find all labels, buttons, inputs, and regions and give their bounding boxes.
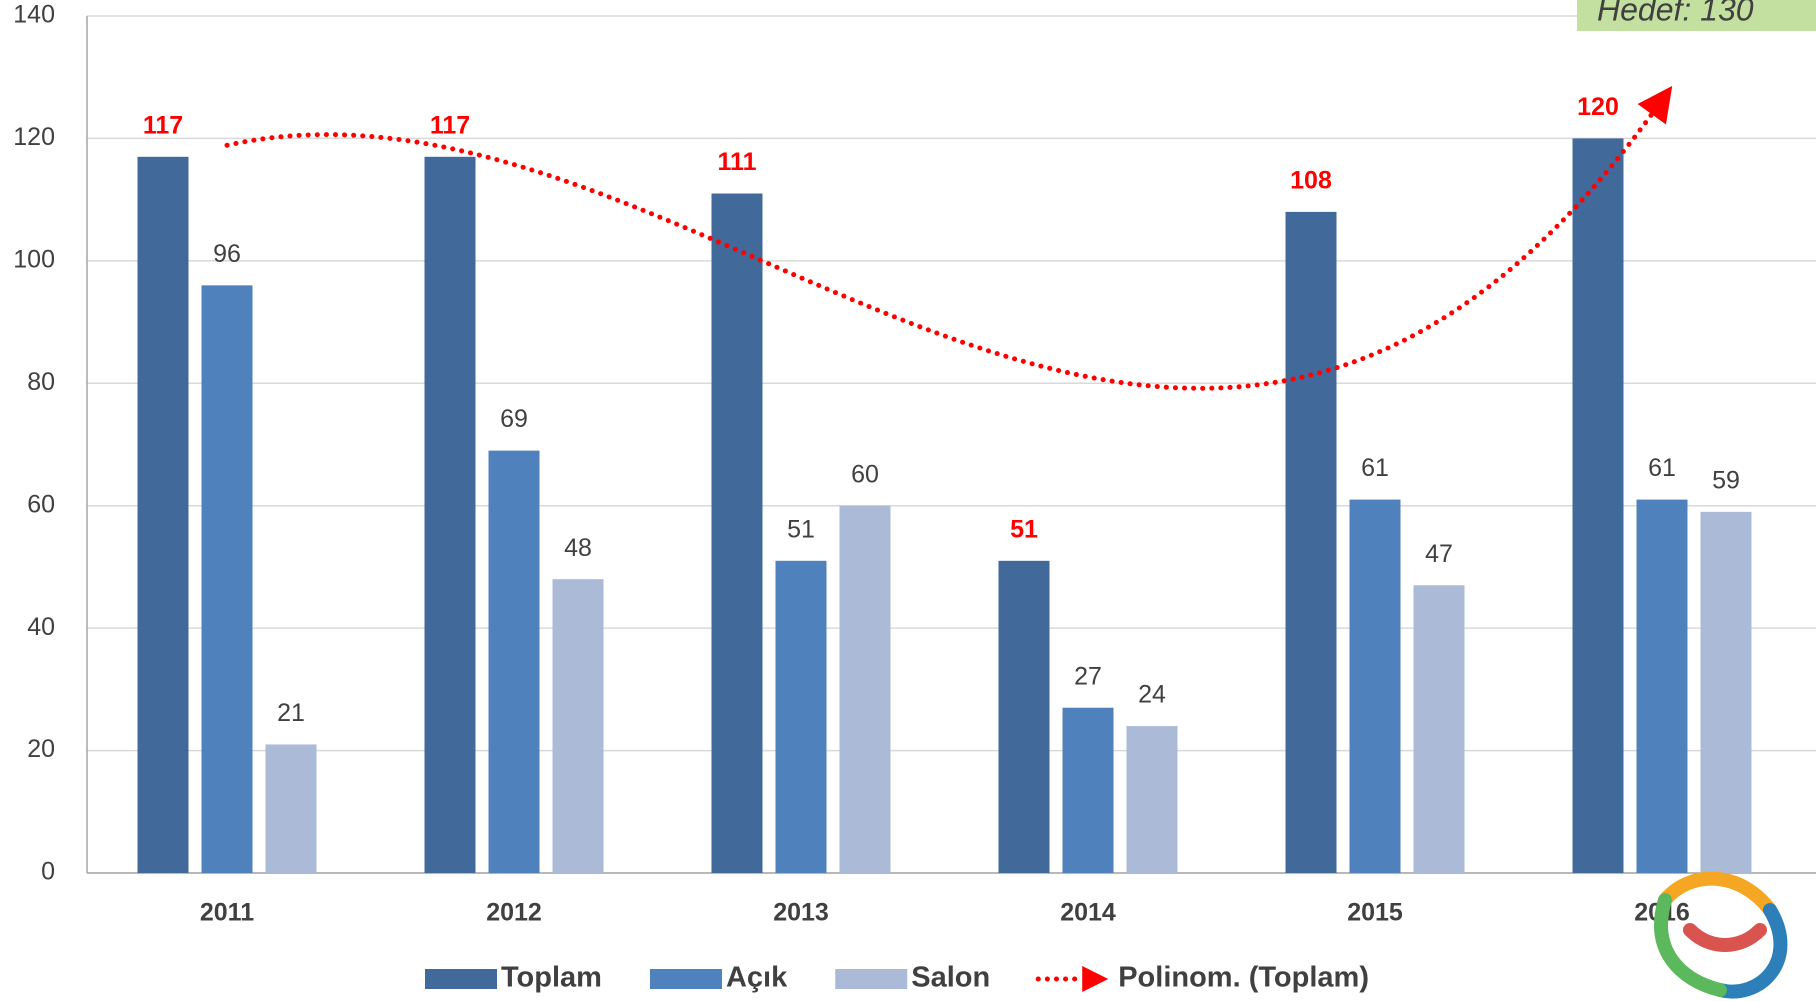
y-tick-label: 0 [41, 858, 55, 886]
data-label: 111 [718, 148, 757, 176]
bar [488, 450, 540, 873]
legend-swatch [649, 969, 722, 989]
data-label: 27 [1074, 662, 1102, 690]
y-tick-label: 140 [13, 1, 55, 29]
bar [424, 156, 476, 874]
x-tick-label: 2013 [773, 899, 829, 927]
y-tick-label: 120 [13, 123, 55, 151]
y-tick-label: 20 [27, 735, 55, 763]
data-label: 21 [277, 699, 305, 727]
annotation-box [1577, 0, 1816, 31]
x-tick-label: 2012 [486, 899, 542, 927]
legend-label: Toplam [501, 962, 602, 994]
data-label: 51 [787, 515, 815, 543]
data-label: 96 [213, 240, 241, 268]
trendline [224, 85, 1673, 391]
legend-label: Açık [726, 962, 788, 994]
data-label: 69 [500, 405, 528, 433]
data-label: 117 [143, 111, 183, 139]
bar [265, 744, 317, 873]
data-label: 59 [1712, 466, 1740, 494]
y-tick-label: 40 [27, 613, 55, 641]
bar [1285, 211, 1337, 873]
annotation: Hedef: 130 [1597, 0, 1754, 27]
bar [1413, 585, 1465, 873]
data-label: 60 [851, 460, 879, 488]
x-tick-label: 2011 [200, 899, 254, 927]
data-label: 61 [1361, 454, 1389, 482]
legend-swatch [835, 969, 908, 989]
data-label: 108 [1290, 166, 1332, 194]
data-label: 24 [1138, 681, 1166, 709]
bar [1636, 499, 1688, 873]
bar [1126, 726, 1178, 873]
y-tick-label: 100 [13, 245, 55, 273]
x-tick-label: 2014 [1060, 899, 1116, 927]
bar [839, 505, 891, 873]
x-tick-label: 2015 [1347, 899, 1403, 927]
data-label: 117 [430, 111, 470, 139]
data-label: 51 [1010, 515, 1038, 543]
data-label: 47 [1425, 540, 1453, 568]
data-label: 120 [1577, 93, 1619, 121]
bar [1572, 138, 1624, 873]
legend-label: Polinom. (Toplam) [1118, 962, 1369, 994]
bar [201, 285, 253, 873]
bar [1062, 707, 1114, 873]
bar [711, 193, 763, 873]
y-tick-label: 60 [27, 490, 55, 518]
bar [552, 579, 604, 873]
bar [137, 156, 189, 874]
legend-arrow [1082, 966, 1109, 992]
bar [775, 560, 827, 873]
bar [1700, 511, 1752, 873]
bar [998, 560, 1050, 873]
data-label: 61 [1648, 454, 1676, 482]
legend: Toplam Açık Salon Polinom. (Toplam) [425, 962, 1369, 994]
data-label: 48 [564, 534, 592, 562]
y-tick-label: 80 [27, 368, 55, 396]
plot: 0 20 40 60 80 100 120 140 2011 117 96 21 2012 117 69 48… [13, 1, 1816, 927]
logo [1654, 871, 1788, 999]
bar [1349, 499, 1401, 873]
legend-label: Salon [911, 962, 990, 994]
legend-swatch [425, 969, 497, 989]
